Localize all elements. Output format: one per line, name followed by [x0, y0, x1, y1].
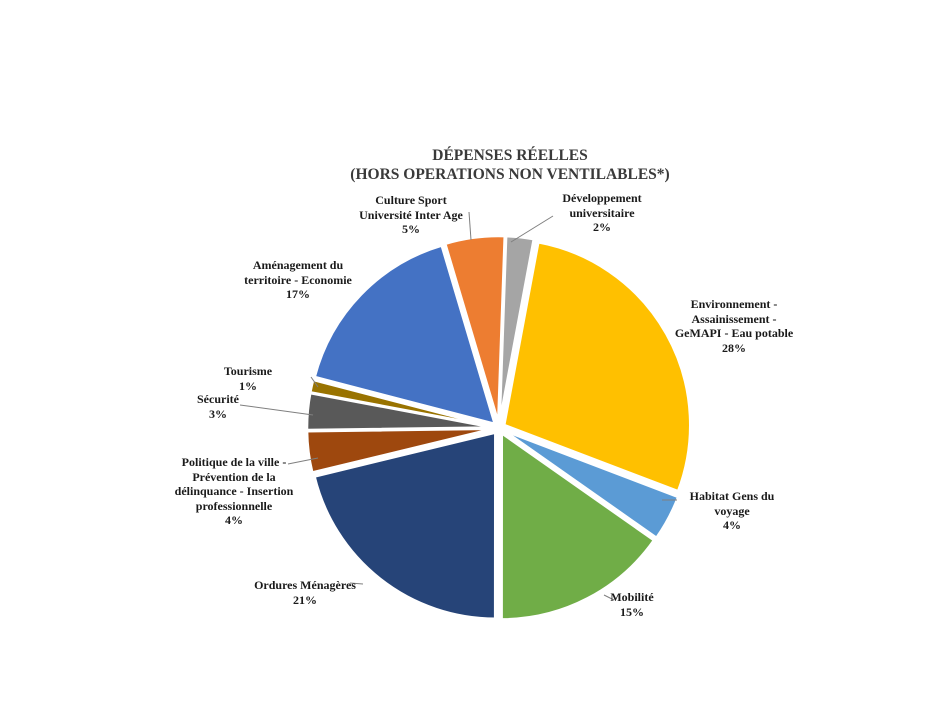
leader-line-6	[287, 457, 319, 465]
leader-line-7	[239, 404, 314, 416]
data-label-9-line-2: territoire - Economie	[244, 272, 352, 287]
leader-line-8	[310, 376, 319, 388]
data-label-1-pct: 2%	[593, 220, 611, 234]
data-label-6-line-1: Politique de la ville -	[181, 455, 287, 469]
data-label-1-line-2: universitaire	[569, 205, 635, 220]
data-label-10-pct: 5%	[402, 222, 420, 236]
data-label-2-pct: 28%	[722, 340, 746, 355]
data-label-7-pct: 3%	[209, 406, 227, 421]
data-label-3-line-1: Habitat Gens du	[689, 489, 775, 503]
data-label-6-line-4: professionnelle	[195, 498, 273, 513]
pie-slice-5	[313, 431, 497, 620]
data-label-8-pct: 1%	[239, 378, 257, 393]
chart-title-line-2: (HORS OPERATIONS NON VENTILABLES*)	[350, 166, 670, 183]
chart-title-line-1: DÉPENSES RÉELLES	[432, 147, 588, 164]
data-label-8: Tourisme 1%	[218, 364, 278, 393]
pie-slice-4	[500, 430, 656, 621]
data-label-10-line-2: Université Inter Age	[359, 207, 463, 222]
data-label-1-line-1: Développement	[562, 191, 642, 205]
data-label-2-line-2: Assainissement -	[691, 311, 777, 326]
data-label-6-pct: 4%	[225, 513, 243, 527]
pie-slice-6	[305, 427, 494, 475]
data-label-6: Politique de la ville - Prévention de la d…	[159, 455, 309, 528]
data-label-10: Culture Sport Université Inter Age 5%	[346, 193, 476, 237]
data-label-6-line-2: Prévention de la	[192, 469, 276, 484]
data-label-1: Développement universitaire 2%	[542, 191, 662, 235]
leader-line-10	[468, 211, 472, 241]
leader-line-1	[510, 215, 554, 243]
pie-slice-2	[502, 240, 692, 493]
data-label-9: Aménagement du territoire - Economie 17%	[238, 258, 358, 302]
data-label-7: Sécurité 3%	[188, 392, 248, 421]
data-label-8-line-1: Tourisme	[223, 364, 273, 378]
data-label-6-line-3: délinquance - Insertion	[174, 484, 294, 498]
data-label-4: Mobilité 15%	[592, 590, 672, 619]
data-label-10-line-1: Culture Sport	[375, 193, 447, 207]
data-label-7-line-1: Sécurité	[197, 392, 239, 406]
pie-slice-1	[498, 234, 536, 423]
data-label-9-line-1: Aménagement du	[252, 258, 344, 272]
pie-slice-3	[503, 429, 680, 540]
data-label-5: Ordures Ménagères 21%	[245, 578, 365, 607]
pie-slice-9	[313, 243, 497, 426]
data-label-4-line-1: Mobilité	[610, 590, 654, 604]
data-label-3: Habitat Gens du voyage 4%	[677, 489, 787, 533]
pie-slice-10	[443, 234, 507, 423]
data-label-3-pct: 4%	[723, 518, 741, 532]
leader-line-4	[603, 594, 615, 601]
data-label-2-line-1: Environnement -	[690, 297, 778, 311]
data-label-5-line-1: Ordures Ménagères	[254, 578, 356, 592]
data-label-3-line-2: voyage	[714, 503, 750, 518]
data-label-2: Environnement - Assainissement - GeMAPI - …	[667, 297, 802, 355]
data-label-2-line-3: GeMAPI - Eau potable	[674, 326, 794, 340]
data-label-4-pct: 15%	[620, 604, 644, 619]
data-label-9-pct: 17%	[286, 287, 310, 301]
leader-line-5	[349, 582, 364, 585]
chart-title: DÉPENSES RÉELLES (HORS OPERATIONS NON VE…	[320, 146, 700, 184]
data-label-5-pct: 21%	[293, 592, 317, 607]
